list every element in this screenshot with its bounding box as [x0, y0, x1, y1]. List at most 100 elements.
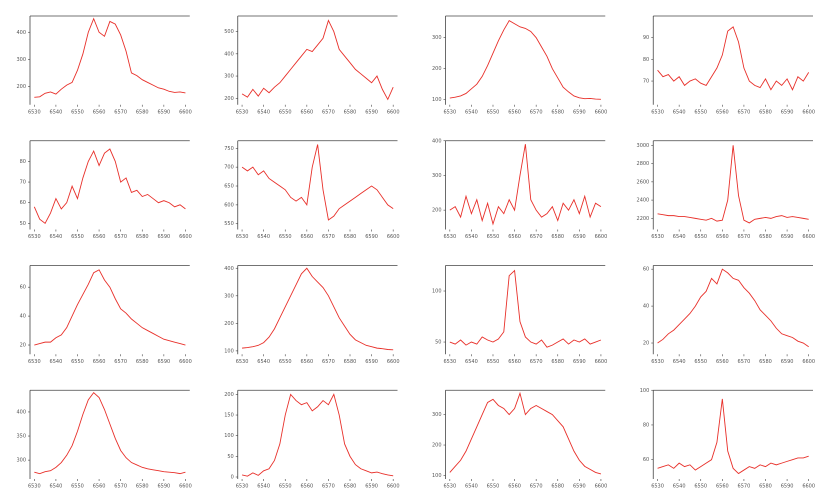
x-tick-label: 6530 [651, 484, 664, 490]
y-tick-label: 70 [643, 79, 649, 85]
y-tick-label: 60 [20, 200, 26, 206]
x-tick-label: 6560 [300, 359, 313, 365]
x-tick-label: 6540 [673, 359, 686, 365]
x-tick-label: 6540 [257, 359, 270, 365]
y-tick-label: 2200 [637, 216, 650, 222]
x-tick-label: 6530 [651, 109, 664, 115]
panel: 0 50 100 150 200 6530 6540 6550 6560 6570 6580 6590… [224, 389, 400, 490]
x-tick-label: 6540 [673, 109, 686, 115]
x-tick-label: 6570 [322, 484, 335, 490]
x-tick-label: 6540 [257, 234, 270, 240]
spectrum-line [34, 17, 186, 98]
y-tick-label: 200 [432, 208, 442, 214]
x-tick-label: 6600 [802, 484, 815, 490]
x-tick-label: 6590 [157, 359, 170, 365]
x-tick-label: 6560 [716, 359, 729, 365]
x-tick-label: 6600 [387, 484, 400, 490]
x-tick-label: 6570 [322, 359, 335, 365]
y-tick-label: 2800 [637, 161, 650, 167]
x-tick-label: 6560 [93, 359, 106, 365]
x-tick-label: 6550 [279, 484, 292, 490]
x-tick-label: 6570 [530, 109, 543, 115]
x-tick-label: 6550 [279, 109, 292, 115]
x-tick-label: 6590 [157, 109, 170, 115]
y-tick-label: 2400 [637, 198, 650, 204]
x-tick-label: 6580 [551, 109, 564, 115]
x-tick-label: 6560 [300, 109, 313, 115]
spectrum-line [241, 393, 394, 477]
spectrum-line [657, 145, 809, 224]
x-tick-label: 6530 [651, 359, 664, 365]
y-tick-label: 0 [231, 475, 234, 481]
x-tick-label: 6550 [71, 359, 84, 365]
x-tick-label: 6540 [465, 359, 478, 365]
y-tick-label: 200 [224, 392, 234, 398]
x-tick-label: 6530 [443, 234, 456, 240]
spectrum-line [657, 268, 809, 348]
panel: 100 200 300 6530 6540 6550 6560 6570 6580 6590 660… [432, 15, 608, 115]
panel: 50 100 6530 6540 6550 6560 6570 6580 6590 6600 [432, 265, 608, 365]
x-tick-label: 6600 [595, 109, 608, 115]
x-tick-label: 6570 [114, 484, 127, 490]
x-tick-label: 6550 [487, 484, 500, 490]
x-tick-label: 6540 [257, 484, 270, 490]
x-tick-label: 6560 [300, 234, 313, 240]
x-tick-label: 6580 [344, 109, 357, 115]
x-tick-label: 6600 [179, 359, 192, 365]
x-tick-label: 6590 [573, 109, 586, 115]
x-tick-label: 6580 [344, 359, 357, 365]
y-tick-label: 100 [432, 473, 442, 479]
x-tick-label: 6540 [465, 484, 478, 490]
y-tick-label: 500 [224, 29, 234, 35]
y-tick-label: 650 [224, 184, 234, 190]
y-tick-label: 20 [643, 341, 649, 347]
x-tick-label: 6600 [387, 359, 400, 365]
x-tick-label: 6580 [136, 359, 149, 365]
x-tick-label: 6560 [716, 484, 729, 490]
panel: 100 200 300 6530 6540 6550 6560 6570 6580 6590 660… [432, 389, 607, 490]
x-tick-label: 6570 [530, 234, 543, 240]
x-tick-label: 6550 [71, 484, 84, 490]
x-tick-label: 6570 [322, 109, 335, 115]
x-tick-label: 6580 [551, 359, 564, 365]
x-tick-label: 6570 [114, 359, 127, 365]
x-tick-label: 6580 [759, 234, 772, 240]
x-tick-label: 6600 [802, 109, 815, 115]
x-tick-label: 6580 [551, 234, 564, 240]
x-tick-label: 6590 [573, 484, 586, 490]
y-tick-label: 400 [432, 138, 442, 144]
x-tick-label: 6570 [738, 234, 751, 240]
x-tick-label: 6560 [508, 484, 521, 490]
y-tick-label: 50 [227, 454, 233, 460]
spectrum-line [657, 398, 809, 475]
y-tick-label: 50 [435, 340, 441, 346]
y-tick-label: 100 [640, 388, 650, 394]
panel: 200 300 400 6530 6540 6550 6560 6570 6580 6590 660… [432, 138, 607, 240]
panel: 550 600 650 700 750 6530 6540 6550 6560 6570 6580 6… [224, 140, 400, 240]
x-tick-label: 6580 [551, 484, 564, 490]
x-tick-label: 6600 [595, 359, 608, 365]
y-tick-label: 200 [16, 84, 26, 90]
x-tick-label: 6550 [487, 234, 500, 240]
x-tick-label: 6600 [179, 109, 192, 115]
y-tick-label: 200 [432, 443, 442, 449]
x-tick-label: 6590 [781, 484, 794, 490]
y-tick-label: 70 [20, 180, 26, 186]
x-tick-label: 6570 [530, 484, 543, 490]
x-tick-label: 6540 [673, 484, 686, 490]
x-tick-label: 6580 [136, 484, 149, 490]
x-tick-label: 6530 [236, 359, 249, 365]
y-tick-label: 100 [432, 289, 442, 295]
x-tick-label: 6590 [781, 234, 794, 240]
x-tick-label: 6570 [530, 359, 543, 365]
x-tick-label: 6550 [71, 109, 84, 115]
x-tick-label: 6580 [344, 484, 357, 490]
spectrum-line [241, 19, 394, 101]
x-tick-label: 6600 [387, 109, 400, 115]
panel: 70 80 90 6530 6540 6550 6560 6570 6580 6590 6600 [643, 15, 815, 115]
x-tick-label: 6590 [157, 484, 170, 490]
y-tick-label: 300 [432, 173, 442, 179]
panel: 60 80 100 6530 6540 6550 6560 6570 6580 6590 6600 [640, 388, 815, 490]
x-tick-label: 6550 [487, 359, 500, 365]
